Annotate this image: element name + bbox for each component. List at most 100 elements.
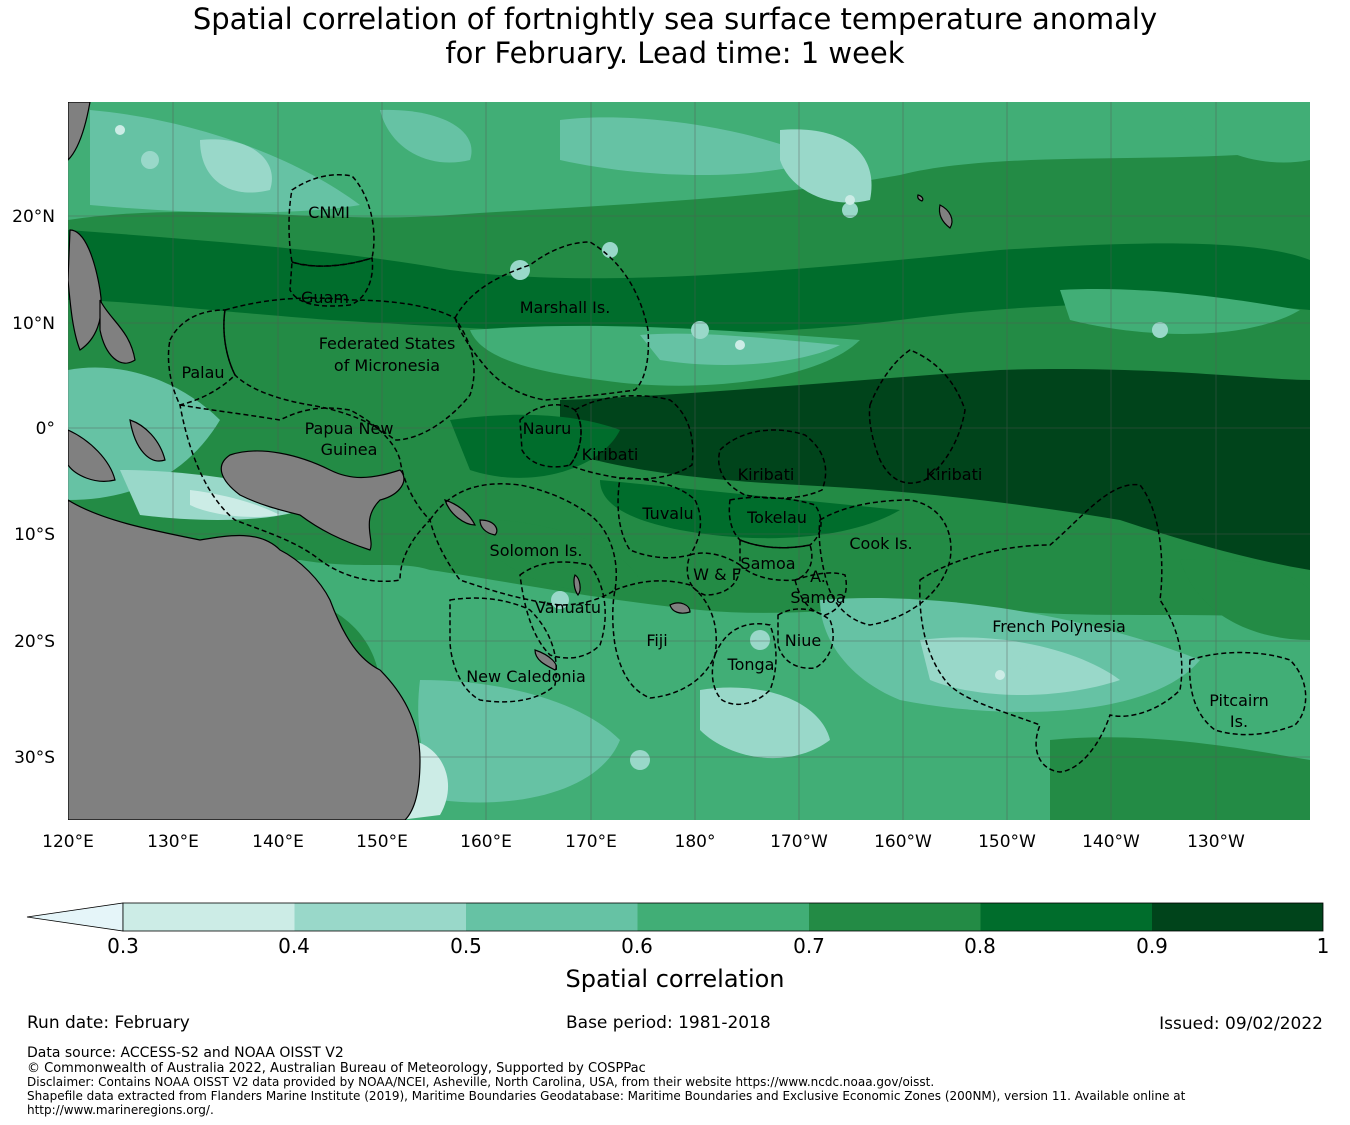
lon-label: 170°E [565, 832, 617, 852]
eez-wallis-futuna [686, 552, 741, 596]
label-wallis-futuna: W & F [693, 565, 741, 584]
label-fsm-line1: Federated States [319, 334, 456, 353]
label-tokelau: Tokelau [746, 508, 807, 527]
label-fsm-line2: of Micronesia [334, 356, 440, 375]
eez-kiribati-east [868, 349, 966, 484]
new-guinea-island [220, 450, 405, 551]
colorbar-segment [466, 903, 638, 931]
label-cook: Cook Is. [849, 534, 912, 553]
colorbar-segment [294, 903, 466, 931]
latitude-labels: 20°N 10°N 0° 10°S 20°S 30°S [12, 207, 55, 768]
lon-label: 130°W [1187, 832, 1245, 852]
lon-label: 150°W [978, 832, 1036, 852]
eez-french-polynesia [919, 483, 1183, 773]
eez-solomon [429, 483, 617, 606]
label-guam: Guam [301, 288, 349, 307]
eez-marshall [454, 241, 650, 401]
colorbar-tick: 0.7 [793, 934, 825, 958]
eez-samoa [739, 538, 813, 582]
label-niue: Niue [785, 631, 821, 650]
label-marshall: Marshall Is. [520, 298, 611, 317]
colorbar-tick: 1 [1317, 934, 1330, 958]
eez-fiji [612, 580, 717, 699]
chart-title-line1: Spatial correlation of fortnightly sea s… [192, 2, 1158, 36]
base-period: Base period: 1981-2018 [566, 1013, 771, 1033]
colorbar-tick: 0.9 [1136, 934, 1168, 958]
eez-vanuatu [519, 561, 606, 659]
eez-tokelau [728, 496, 822, 549]
borneo-sulawesi [68, 429, 116, 482]
colorbar-tick: 0.3 [107, 934, 139, 958]
issued-date: Issued: 09/02/2022 [1159, 1014, 1323, 1034]
copyright: © Commonwealth of Australia 2022, Austra… [27, 1061, 646, 1076]
chart-title-line2: for February. Lead time: 1 week [445, 36, 905, 70]
label-vanuatu: Vanuatu [535, 598, 601, 617]
eez-pitcairn [1188, 651, 1307, 736]
label-tuvalu: Tuvalu [641, 504, 693, 523]
lat-label: 20°S [14, 632, 55, 652]
label-american-samoa-line2: Samoa [790, 588, 845, 607]
label-cnmi: CNMI [308, 203, 350, 222]
label-png-line2: Guinea [321, 440, 378, 459]
eez-cnmi [288, 174, 375, 267]
label-nauru: Nauru [523, 419, 572, 438]
label-french-polynesia: French Polynesia [992, 617, 1126, 636]
eez-palau [167, 309, 236, 406]
eez-kiribati-west [568, 394, 694, 480]
colorbar: 0.3 0.4 0.5 0.6 0.7 0.8 0.9 1 Spatial co… [26, 902, 1330, 993]
data-source: Data source: ACCESS-S2 and NOAA OISST V2 [27, 1045, 344, 1061]
colorbar-segment [809, 903, 981, 931]
colorbar-frame [122, 902, 1324, 932]
disclaimer: Disclaimer: Contains NOAA OISST V2 data … [27, 1075, 935, 1089]
lon-label: 180° [675, 832, 716, 852]
lat-label: 30°S [14, 748, 55, 768]
lon-label: 140°W [1082, 832, 1140, 852]
colorbar-segment [980, 903, 1152, 931]
solomon-islands-2 [479, 519, 498, 536]
shapefile-url: http://www.marineregions.org/. [27, 1103, 214, 1117]
maluku-islands [129, 419, 166, 462]
colorbar-segment [123, 903, 295, 931]
eez-png [179, 404, 432, 583]
eez-new-caledonia [449, 597, 557, 703]
eez-niue [777, 608, 834, 669]
eez-boundaries [167, 174, 1307, 773]
region-labels: CNMI Guam Marshall Is. Federated States … [181, 203, 1268, 731]
lon-label: 140°E [252, 832, 304, 852]
land [68, 102, 953, 820]
colorbar-extend-triangle [26, 902, 124, 932]
solomon-islands [444, 499, 476, 526]
label-png-line1: Papua New [305, 419, 394, 438]
lat-label: 10°N [12, 314, 55, 334]
eez-cook [818, 499, 952, 626]
eez-kiribati-central [718, 429, 827, 500]
eez-guam [289, 257, 374, 307]
hawaii-islands [938, 204, 953, 229]
colorbar-tick: 0.6 [621, 934, 653, 958]
longitude-labels: 120°E 130°E 140°E 150°E 160°E 170°E 180°… [42, 832, 1245, 852]
shapefile-credit: Shapefile data extracted from Flanders M… [27, 1089, 1186, 1103]
label-fiji: Fiji [646, 631, 667, 650]
colorbar-segment [637, 903, 809, 931]
philippines-mindanao [99, 299, 136, 364]
lon-label: 160°E [460, 832, 512, 852]
fiji-islands [669, 602, 691, 614]
colorbar-tick: 0.8 [964, 934, 996, 958]
new-caledonia-island [534, 649, 557, 671]
philippines-luzon [68, 229, 102, 351]
lon-label: 170°W [770, 832, 828, 852]
label-new-caledonia: New Caledonia [466, 667, 586, 686]
lat-label: 0° [36, 419, 55, 439]
run-date: Run date: February [27, 1013, 190, 1033]
australia-landmass [68, 499, 421, 820]
label-pitcairn-line2: Is. [1230, 712, 1248, 731]
label-samoa: Samoa [740, 554, 795, 573]
label-solomon: Solomon Is. [490, 541, 583, 560]
colorbar-tick: 0.5 [450, 934, 482, 958]
lon-label: 150°E [356, 832, 408, 852]
colorbar-label: Spatial correlation [565, 965, 784, 993]
lat-label: 10°S [14, 525, 55, 545]
label-pitcairn-line1: Pitcairn [1209, 691, 1269, 710]
lon-label: 120°E [42, 832, 94, 852]
